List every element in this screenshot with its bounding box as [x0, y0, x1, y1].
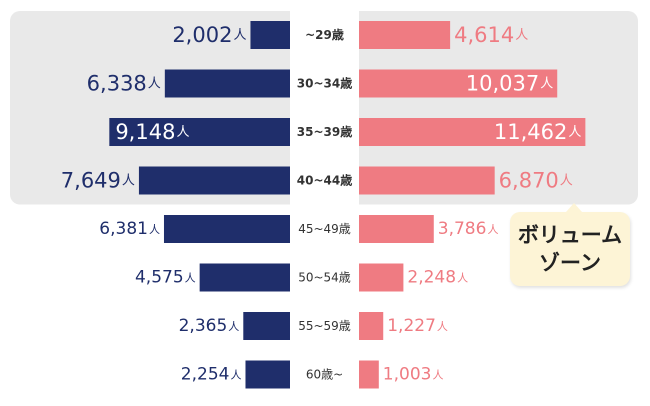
bar-left-5: [199, 263, 290, 292]
category-label-3: 40~44歳: [297, 173, 352, 188]
bar-right-2: [359, 118, 586, 146]
value-label-left-4: 6,381人: [99, 219, 160, 239]
bar-left-6: [243, 312, 290, 340]
category-label-2: 35~39歳: [297, 124, 352, 139]
category-label-1: 30~34歳: [297, 76, 352, 91]
bar-right-3: [359, 166, 495, 195]
value-label-left-6: 2,365人: [179, 316, 240, 336]
bar-right-1: [359, 69, 558, 98]
value-label-left-2: 9,148人: [115, 120, 189, 144]
value-label-right-1: 10,037人: [466, 72, 554, 96]
value-label-left-1: 6,338人: [87, 72, 161, 96]
value-label-right-7: 1,003人: [383, 365, 444, 385]
bar-left-1: [164, 69, 290, 98]
bar-right-7: [359, 360, 379, 389]
value-label-right-4: 3,786人: [438, 219, 499, 239]
value-label-left-3: 7,649人: [61, 169, 135, 193]
bar-left-3: [138, 166, 290, 195]
bar-right-0: [359, 21, 451, 49]
value-label-left-0: 2,002人: [172, 23, 246, 47]
value-label-left-7: 2,254人: [181, 365, 242, 385]
category-label-0: ~29歳: [305, 27, 344, 42]
bar-right-6: [359, 312, 384, 340]
value-label-right-0: 4,614人: [454, 23, 528, 47]
category-label-5: 50~54歳: [298, 271, 351, 285]
category-label-7: 60歳~: [306, 368, 343, 382]
bar-right-5: [359, 263, 404, 292]
bar-left-2: [109, 118, 291, 146]
value-label-right-6: 1,227人: [387, 316, 448, 336]
value-label-right-5: 2,248人: [407, 268, 468, 288]
bar-left-4: [163, 215, 290, 243]
volume-zone-callout: ボリューム ゾーン: [510, 203, 630, 286]
category-label-4: 45~49歳: [298, 222, 351, 236]
bar-left-7: [245, 360, 290, 389]
value-label-right-2: 11,462人: [494, 120, 582, 144]
category-label-6: 55~59歳: [298, 319, 351, 333]
value-label-right-3: 6,870人: [499, 169, 573, 193]
bar-right-4: [359, 215, 434, 243]
value-label-left-5: 4,575人: [135, 268, 196, 288]
category-column-background: [290, 0, 359, 406]
bar-left-0: [250, 21, 290, 49]
